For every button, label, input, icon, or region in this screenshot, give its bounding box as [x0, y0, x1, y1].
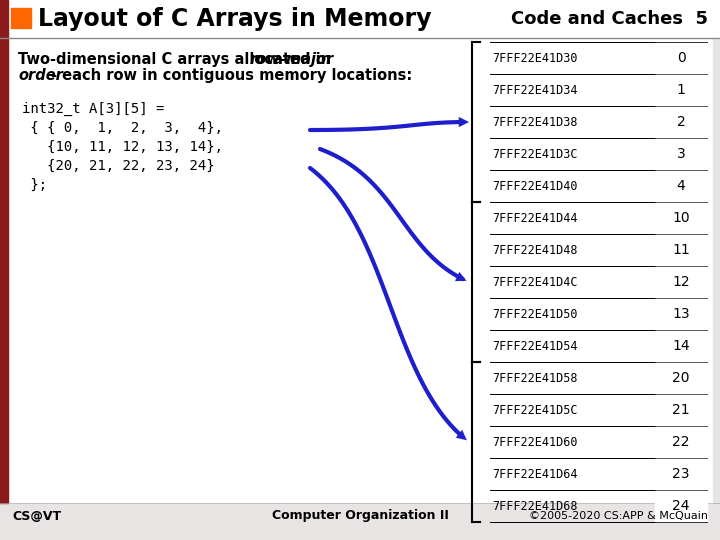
Bar — [0, 38, 8, 503]
Bar — [11, 8, 31, 28]
Text: 7FFF22E41D5C: 7FFF22E41D5C — [492, 403, 577, 416]
Text: 7FFF22E41D64: 7FFF22E41D64 — [492, 468, 577, 481]
Text: CS@VT: CS@VT — [12, 510, 61, 523]
Bar — [655, 459, 707, 489]
Text: 3: 3 — [677, 147, 685, 161]
Text: 7FFF22E41D44: 7FFF22E41D44 — [492, 212, 577, 225]
Text: 7FFF22E41D34: 7FFF22E41D34 — [492, 84, 577, 97]
Bar — [8, 38, 712, 503]
Bar — [655, 43, 707, 73]
Text: 22: 22 — [672, 435, 690, 449]
Text: 7FFF22E41D58: 7FFF22E41D58 — [492, 372, 577, 384]
Text: 7FFF22E41D38: 7FFF22E41D38 — [492, 116, 577, 129]
Text: 7FFF22E41D4C: 7FFF22E41D4C — [492, 275, 577, 288]
Text: 7FFF22E41D50: 7FFF22E41D50 — [492, 307, 577, 321]
Text: 0: 0 — [677, 51, 685, 65]
Text: };: }; — [22, 178, 47, 192]
Text: 12: 12 — [672, 275, 690, 289]
Text: 7FFF22E41D68: 7FFF22E41D68 — [492, 500, 577, 512]
Text: 13: 13 — [672, 307, 690, 321]
Bar — [655, 267, 707, 297]
Text: Two-dimensional C arrays allocated in: Two-dimensional C arrays allocated in — [18, 52, 336, 67]
Text: 7FFF22E41D30: 7FFF22E41D30 — [492, 51, 577, 64]
Bar — [655, 363, 707, 393]
Bar — [655, 491, 707, 521]
Text: 7FFF22E41D40: 7FFF22E41D40 — [492, 179, 577, 192]
Bar — [655, 171, 707, 201]
Text: 11: 11 — [672, 243, 690, 257]
Bar — [655, 395, 707, 425]
Text: 4: 4 — [677, 179, 685, 193]
Text: Layout of C Arrays in Memory: Layout of C Arrays in Memory — [38, 7, 431, 31]
Bar — [655, 75, 707, 105]
Text: Computer Organization II: Computer Organization II — [271, 510, 449, 523]
Text: row-major: row-major — [249, 52, 333, 67]
Bar — [655, 299, 707, 329]
Text: { { 0,  1,  2,  3,  4},: { { 0, 1, 2, 3, 4}, — [22, 121, 223, 135]
Text: ©2005-2020 CS:APP & McQuain: ©2005-2020 CS:APP & McQuain — [529, 511, 708, 521]
Bar — [0, 0, 720, 38]
Bar — [655, 107, 707, 137]
Text: {20, 21, 22, 23, 24}: {20, 21, 22, 23, 24} — [22, 159, 215, 173]
Text: 7FFF22E41D54: 7FFF22E41D54 — [492, 340, 577, 353]
Bar — [655, 139, 707, 169]
Text: 14: 14 — [672, 339, 690, 353]
Text: {10, 11, 12, 13, 14},: {10, 11, 12, 13, 14}, — [22, 140, 223, 154]
Text: 23: 23 — [672, 467, 690, 481]
Bar — [655, 331, 707, 361]
Text: 1: 1 — [677, 83, 685, 97]
Text: 2: 2 — [677, 115, 685, 129]
Bar — [655, 235, 707, 265]
Bar — [655, 427, 707, 457]
Text: 24: 24 — [672, 499, 690, 513]
Text: 7FFF22E41D60: 7FFF22E41D60 — [492, 435, 577, 449]
Bar — [655, 203, 707, 233]
Text: 21: 21 — [672, 403, 690, 417]
Text: 7FFF22E41D48: 7FFF22E41D48 — [492, 244, 577, 256]
Text: int32_t A[3][5] =: int32_t A[3][5] = — [22, 102, 164, 116]
Bar — [0, 0, 8, 38]
Text: order: order — [18, 68, 63, 83]
Text: - each row in contiguous memory locations:: - each row in contiguous memory location… — [50, 68, 412, 83]
Text: 20: 20 — [672, 371, 690, 385]
Text: Code and Caches  5: Code and Caches 5 — [511, 10, 708, 28]
Text: 10: 10 — [672, 211, 690, 225]
Text: 7FFF22E41D3C: 7FFF22E41D3C — [492, 147, 577, 160]
